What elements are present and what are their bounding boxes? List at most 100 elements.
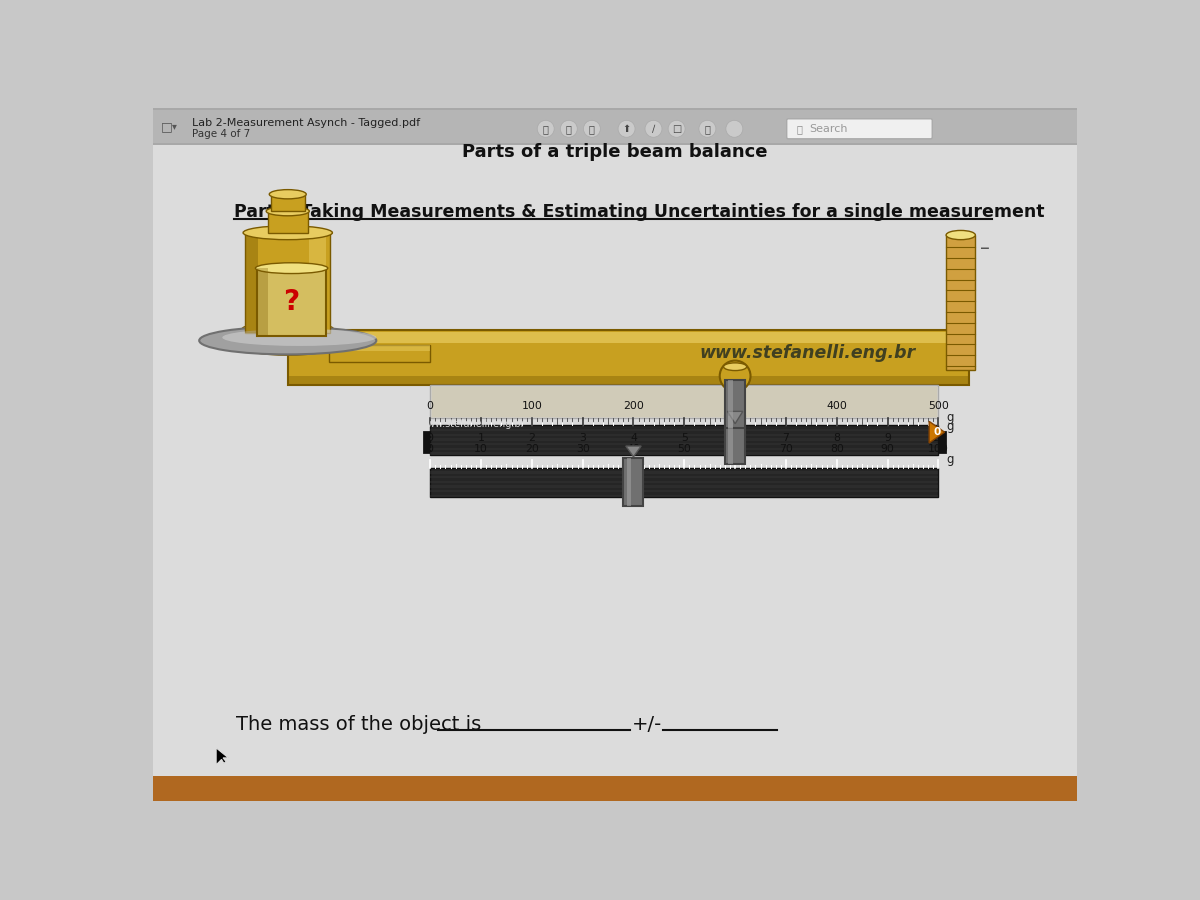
Text: Part I: Taking Measurements & Estimating Uncertainties for a single measurement: Part I: Taking Measurements & Estimating… bbox=[234, 202, 1044, 220]
Bar bbox=[288, 376, 970, 385]
Bar bbox=[154, 108, 1078, 145]
Text: www.stefanelli.eng.br: www.stefanelli.eng.br bbox=[420, 418, 526, 428]
Ellipse shape bbox=[946, 230, 976, 239]
Bar bbox=[329, 346, 431, 351]
Text: Parts of a triple beam balance: Parts of a triple beam balance bbox=[462, 143, 768, 161]
Text: 0: 0 bbox=[427, 400, 433, 410]
Text: g: g bbox=[946, 454, 954, 466]
Ellipse shape bbox=[724, 363, 746, 371]
Text: 8: 8 bbox=[833, 433, 840, 443]
Bar bbox=[308, 233, 326, 333]
Bar bbox=[725, 380, 745, 428]
Text: 9: 9 bbox=[884, 433, 892, 443]
Polygon shape bbox=[625, 446, 641, 457]
Text: 400: 400 bbox=[827, 400, 847, 410]
Text: 30: 30 bbox=[576, 444, 589, 454]
Text: 🔍: 🔍 bbox=[566, 124, 571, 134]
Text: g: g bbox=[946, 419, 954, 433]
Bar bbox=[626, 458, 631, 506]
Bar bbox=[244, 329, 257, 346]
Ellipse shape bbox=[244, 226, 332, 239]
Bar bbox=[431, 452, 938, 454]
Bar bbox=[329, 346, 431, 362]
Bar bbox=[431, 438, 938, 441]
Circle shape bbox=[538, 121, 554, 138]
Text: 300: 300 bbox=[725, 400, 745, 410]
Text: ▾: ▾ bbox=[172, 122, 176, 131]
Text: 80: 80 bbox=[830, 444, 844, 454]
Polygon shape bbox=[216, 748, 228, 765]
Text: +/-: +/- bbox=[632, 715, 662, 733]
Text: 20: 20 bbox=[524, 444, 539, 454]
Bar bbox=[288, 332, 970, 343]
Text: Lab 2-Measurement Asynch - Tagged.pdf: Lab 2-Measurement Asynch - Tagged.pdf bbox=[192, 119, 420, 129]
Polygon shape bbox=[727, 411, 743, 424]
Text: 40: 40 bbox=[626, 444, 641, 454]
Bar bbox=[154, 777, 1078, 801]
Bar bbox=[728, 416, 733, 464]
Text: The mass of the object is: The mass of the object is bbox=[236, 715, 481, 733]
Bar bbox=[431, 494, 938, 497]
Text: 5: 5 bbox=[680, 433, 688, 443]
Text: 70: 70 bbox=[779, 444, 793, 454]
Text: 10: 10 bbox=[474, 444, 488, 454]
Ellipse shape bbox=[266, 207, 310, 216]
Ellipse shape bbox=[199, 327, 377, 355]
Text: 60: 60 bbox=[728, 444, 742, 454]
Text: Ⓐ: Ⓐ bbox=[704, 124, 710, 134]
Circle shape bbox=[698, 121, 716, 138]
Ellipse shape bbox=[269, 190, 306, 199]
Bar bbox=[431, 476, 938, 479]
Bar bbox=[431, 434, 938, 436]
Bar bbox=[431, 429, 938, 431]
Text: ∕: ∕ bbox=[652, 124, 655, 134]
Text: 4: 4 bbox=[630, 433, 637, 443]
Text: ?: ? bbox=[283, 288, 300, 316]
Text: □: □ bbox=[161, 120, 173, 133]
Bar bbox=[257, 268, 268, 336]
Bar bbox=[246, 233, 330, 333]
Ellipse shape bbox=[222, 329, 377, 346]
Polygon shape bbox=[929, 421, 944, 443]
Text: 7: 7 bbox=[782, 433, 790, 443]
Circle shape bbox=[560, 121, 577, 138]
Bar bbox=[431, 481, 938, 483]
FancyBboxPatch shape bbox=[787, 119, 932, 139]
Bar bbox=[271, 194, 305, 212]
Circle shape bbox=[646, 121, 662, 138]
Text: □: □ bbox=[672, 124, 682, 134]
Bar bbox=[431, 443, 938, 446]
Text: Search: Search bbox=[809, 124, 847, 134]
Text: 0: 0 bbox=[427, 433, 433, 443]
Bar bbox=[431, 472, 938, 473]
Bar bbox=[431, 385, 938, 418]
Bar bbox=[431, 425, 938, 454]
Text: 500: 500 bbox=[928, 400, 949, 410]
Text: ⓘ: ⓘ bbox=[542, 124, 548, 134]
Text: www.stefanelli.eng.br: www.stefanelli.eng.br bbox=[700, 344, 916, 362]
Ellipse shape bbox=[256, 263, 328, 274]
Bar bbox=[431, 447, 938, 450]
Bar bbox=[725, 416, 745, 464]
Text: 3: 3 bbox=[580, 433, 586, 443]
Circle shape bbox=[618, 121, 635, 138]
Text: 🔍: 🔍 bbox=[797, 124, 803, 134]
Text: 🔍: 🔍 bbox=[589, 124, 595, 134]
Circle shape bbox=[720, 361, 750, 392]
Circle shape bbox=[583, 121, 600, 138]
Bar bbox=[624, 458, 643, 506]
Ellipse shape bbox=[241, 321, 334, 338]
Text: 50: 50 bbox=[677, 444, 691, 454]
Text: ⬆: ⬆ bbox=[623, 124, 631, 134]
Text: 100: 100 bbox=[522, 400, 542, 410]
Text: 90: 90 bbox=[881, 444, 894, 454]
Bar bbox=[244, 329, 332, 346]
Bar bbox=[154, 111, 1078, 142]
Text: 0: 0 bbox=[934, 428, 941, 437]
Bar bbox=[246, 233, 258, 333]
Bar bbox=[431, 490, 938, 492]
Bar bbox=[257, 268, 326, 336]
Text: 10: 10 bbox=[931, 433, 946, 443]
Text: 6: 6 bbox=[732, 433, 738, 443]
Bar bbox=[431, 485, 938, 488]
